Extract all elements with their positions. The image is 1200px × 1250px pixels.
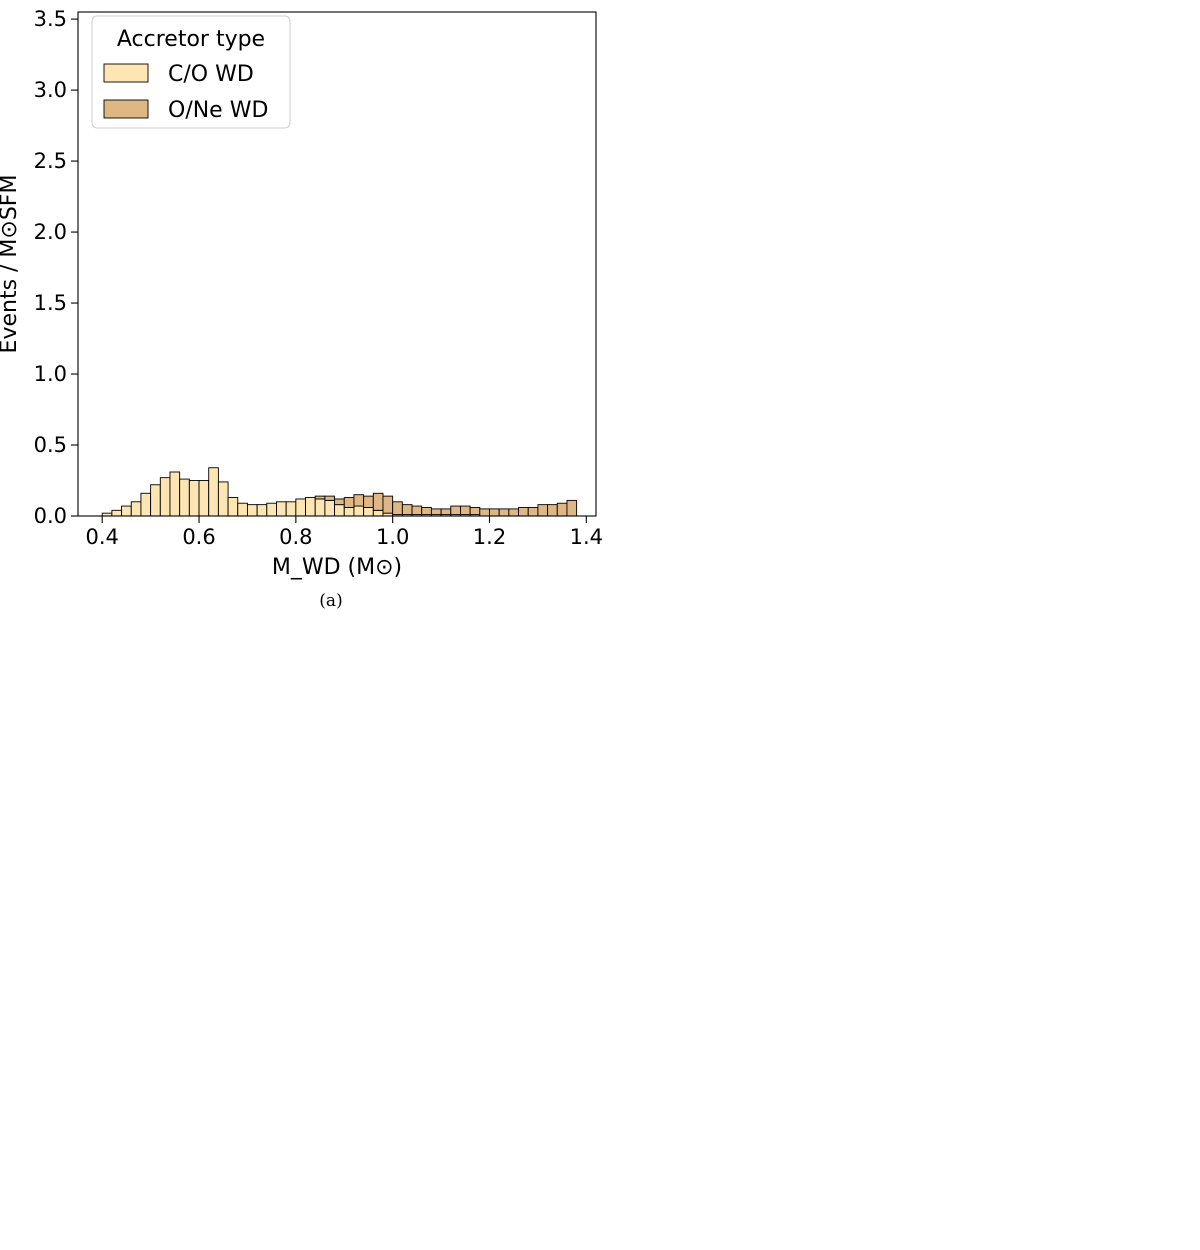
plot-frame — [77, 11, 597, 517]
y-tick-label: 0.0 — [34, 504, 67, 528]
bar-onewd-38 — [469, 507, 481, 516]
bar-onewd-33 — [421, 507, 432, 516]
chart-panel-a: 0.4 0.6 0.8 1.0 1.2 1.4 0.0 0.5 1.0 1.5 2.0 2.5 3.0 3… — [0, 7, 603, 611]
x-tick-label: 1.4 — [570, 525, 603, 549]
y-tick-label: 1.0 — [34, 362, 67, 386]
bar-cowd-20 — [295, 498, 306, 517]
bar-cowd-8 — [179, 478, 190, 517]
bar-cowd-6 — [159, 477, 171, 517]
bar-cowd-2 — [121, 505, 132, 517]
bar-onewd-24 — [334, 498, 345, 506]
bar-cowd-24 — [334, 504, 345, 517]
bar-cowd-15 — [246, 504, 258, 517]
legend: Accretor type C/O WD O/Ne WD — [91, 15, 291, 129]
legend-swatch — [103, 99, 149, 119]
bar-onewd-47 — [556, 502, 568, 517]
y-tick-label: 1.5 — [34, 291, 67, 315]
bar-onewd-43 — [518, 507, 529, 517]
x-tick-label: 0.4 — [86, 525, 119, 549]
bar-onewd-26 — [353, 494, 365, 507]
y-tick-label: 2.0 — [34, 220, 67, 244]
bar-onewd-42 — [508, 508, 519, 517]
bar-cowd-12 — [217, 481, 229, 517]
bar-onewd-46 — [547, 504, 558, 517]
bar-cowd-14 — [237, 502, 248, 517]
bar-onewd-30 — [392, 501, 403, 516]
x-tick-label: 1.2 — [473, 525, 506, 549]
bar-onewd-22 — [314, 495, 326, 500]
legend-label: C/O WD — [168, 62, 254, 87]
bar-onewd-45 — [537, 504, 549, 517]
bar-cowd-16 — [256, 504, 268, 517]
bar-onewd-37 — [460, 505, 471, 516]
y-tick-label: 3.5 — [34, 7, 67, 31]
bar-onewd-25 — [343, 497, 355, 508]
panel-caption: (a) — [319, 591, 342, 611]
legend-title: Accretor type — [117, 27, 265, 52]
bar-onewd-29 — [382, 495, 394, 514]
bar-cowd-23 — [324, 499, 336, 517]
y-tick-label: 0.5 — [34, 433, 67, 457]
x-axis-label: M_WD (M⊙) — [272, 555, 402, 580]
bar-onewd-35 — [440, 508, 452, 516]
bar-cowd-7 — [169, 471, 181, 517]
bar-cowd-5 — [150, 484, 161, 517]
bar-cowd-13 — [227, 497, 239, 517]
bar-onewd-44 — [527, 507, 539, 517]
y-axis-label: Events / M⊙SFM — [0, 175, 22, 354]
bar-onewd-31 — [401, 504, 413, 516]
x-tick-label: 0.6 — [182, 525, 215, 549]
bar-onewd-32 — [411, 505, 423, 516]
y-tick-label: 2.5 — [34, 149, 67, 173]
bar-onewd-27 — [363, 495, 374, 508]
bar-onewd-23 — [324, 495, 336, 501]
bar-cowd-27 — [363, 507, 374, 517]
bars — [101, 467, 578, 517]
bar-cowd-25 — [343, 507, 355, 517]
bar-cowd-19 — [285, 501, 297, 517]
x-tick-label: 1.0 — [376, 525, 409, 549]
bar-cowd-21 — [305, 497, 316, 517]
bar-cowd-4 — [140, 492, 152, 517]
bar-cowd-22 — [314, 498, 326, 517]
bar-cowd-28 — [372, 509, 384, 517]
bar-cowd-18 — [276, 501, 287, 517]
x-tick-label: 0.8 — [279, 525, 312, 549]
bar-cowd-10 — [198, 480, 210, 517]
bar-onewd-40 — [489, 508, 500, 517]
bar-cowd-1 — [111, 509, 123, 517]
bar-cowd-9 — [188, 480, 200, 517]
bar-onewd-36 — [450, 505, 461, 516]
bar-cowd-26 — [353, 505, 365, 517]
bar-cowd-17 — [266, 502, 277, 517]
legend-label: O/Ne WD — [168, 98, 268, 123]
bar-cowd-3 — [130, 501, 142, 517]
y-tick-label: 3.0 — [34, 78, 67, 102]
bar-onewd-48 — [566, 499, 578, 517]
bar-onewd-41 — [498, 508, 510, 517]
bar-onewd-39 — [479, 508, 490, 517]
bar-onewd-34 — [430, 508, 442, 516]
bar-cowd-11 — [208, 467, 219, 517]
legend-swatch — [103, 63, 149, 83]
bar-onewd-28 — [372, 492, 384, 511]
